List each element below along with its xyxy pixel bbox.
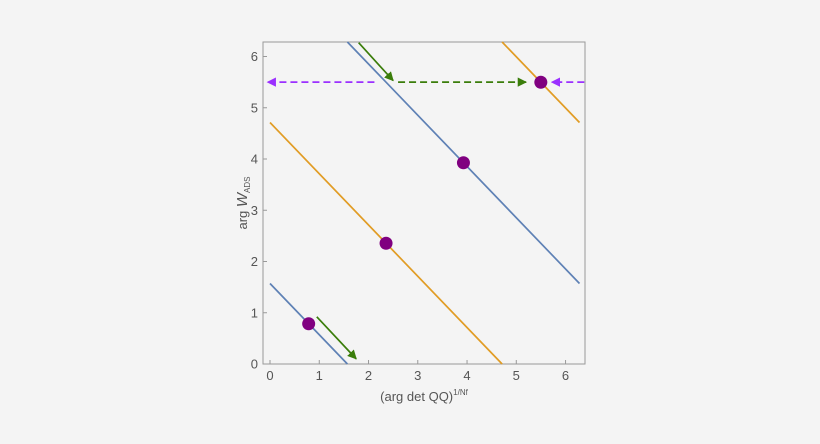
x-axis-label: (arg det QQ)1/Nf <box>380 388 468 404</box>
data-point <box>379 236 393 250</box>
arrow <box>358 42 394 82</box>
x-tick-label: 1 <box>316 368 323 383</box>
x-tick-label: 5 <box>513 368 520 383</box>
arrow <box>316 316 357 360</box>
data-point <box>302 317 316 331</box>
arrow-layer <box>266 42 585 360</box>
y-tick-label: 5 <box>251 100 258 115</box>
y-tick-label: 6 <box>251 49 258 64</box>
x-tick-label: 2 <box>365 368 372 383</box>
y-tick-label: 4 <box>251 152 258 167</box>
y-tick-label: 3 <box>251 203 258 218</box>
marker-layer <box>302 75 548 331</box>
plot-frame <box>262 41 586 365</box>
data-point <box>456 156 470 170</box>
x-axis: 0 1 2 3 4 5 6 <box>266 360 569 383</box>
y-axis: 0 1 2 3 4 5 6 <box>251 49 267 372</box>
y-axis-label: arg WADS <box>234 176 252 229</box>
data-point <box>534 75 548 89</box>
series-layer <box>269 41 581 365</box>
x-tick-label: 6 <box>562 368 569 383</box>
x-tick-label: 4 <box>463 368 470 383</box>
x-tick-label: 3 <box>414 368 421 383</box>
plot-area <box>262 41 586 365</box>
x-tick-label: 0 <box>266 368 273 383</box>
y-tick-label: 0 <box>251 357 258 372</box>
y-tick-label: 1 <box>251 305 258 320</box>
y-tick-label: 2 <box>251 254 258 269</box>
